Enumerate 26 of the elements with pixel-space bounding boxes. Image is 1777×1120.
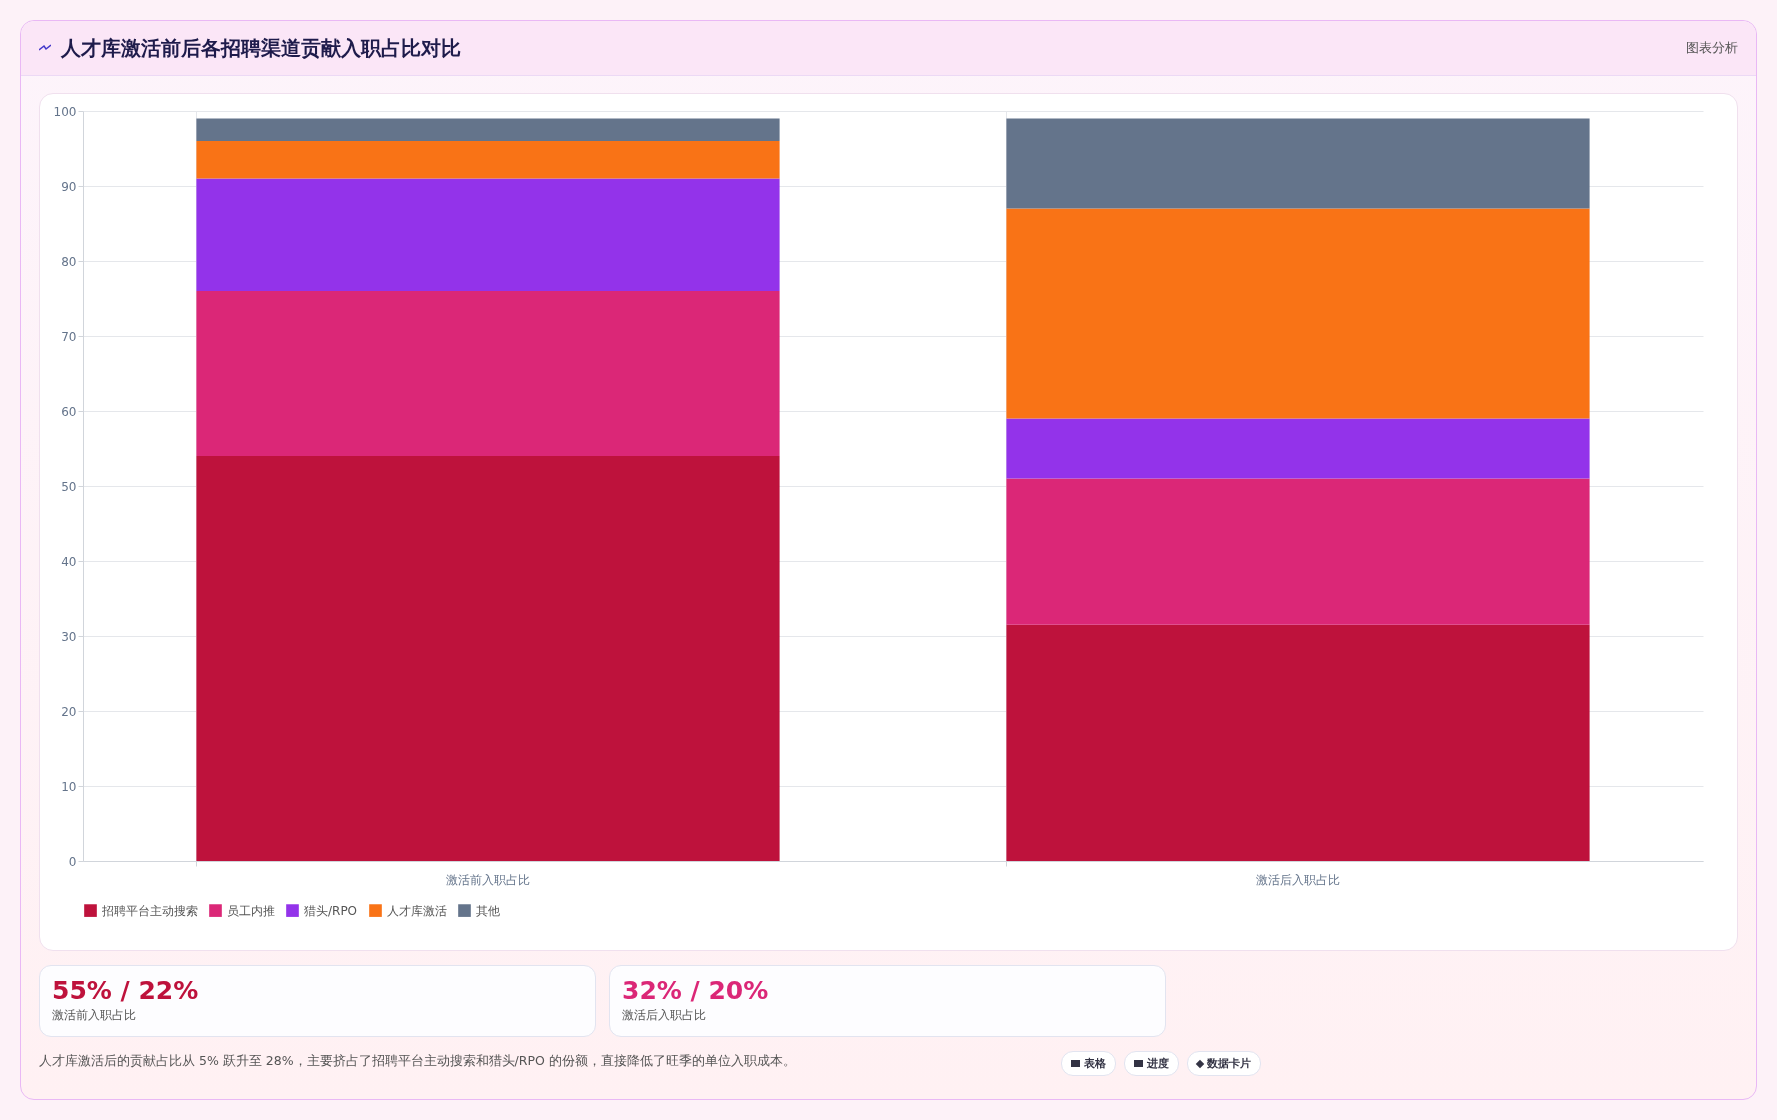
y-tick-label: 40 — [61, 554, 77, 569]
y-tick-label: 90 — [61, 179, 77, 194]
y-tick-label: 30 — [61, 629, 77, 644]
chart-title: 人才库激活前后各招聘渠道贡献入职占比对比 — [61, 34, 461, 62]
y-tick-label: 10 — [61, 779, 77, 794]
legend-label: 招聘平台主动搜索 — [101, 903, 198, 918]
legend-label: 人才库激活 — [387, 903, 447, 918]
text: 55% / 22% — [52, 976, 200, 1005]
legend-label: 其他 — [476, 903, 500, 918]
y-tick-label: 0 — [68, 854, 77, 869]
text: 图表分析 — [1686, 39, 1738, 57]
text: 表格 — [1084, 1056, 1106, 1071]
text: 进度 — [1147, 1056, 1169, 1071]
y-tick-label: 50 — [61, 479, 77, 494]
y-tick-label: 100 — [53, 104, 77, 119]
text: 人才库激活后的贡献占比从 5% 跃升至 28%，主要挤占了招聘平台主动搜索和猎头/RPO 的份额，直接降低了旺季的单位入职成本。 — [39, 1053, 796, 1070]
y-tick-label: 60 — [61, 404, 77, 419]
y-tick-label: 80 — [61, 254, 77, 269]
text: 32% / 20% — [622, 976, 770, 1005]
y-tick-label: 70 — [61, 329, 77, 344]
text: 激活后入职占比 — [622, 1007, 707, 1024]
text: 激活前入职占比 — [52, 1007, 137, 1024]
legend-label: 猎头/RPO — [304, 903, 358, 918]
legend-label: 员工内推 — [227, 903, 275, 918]
y-tick-label: 20 — [61, 704, 77, 719]
text: 数据卡片 — [1207, 1056, 1251, 1071]
